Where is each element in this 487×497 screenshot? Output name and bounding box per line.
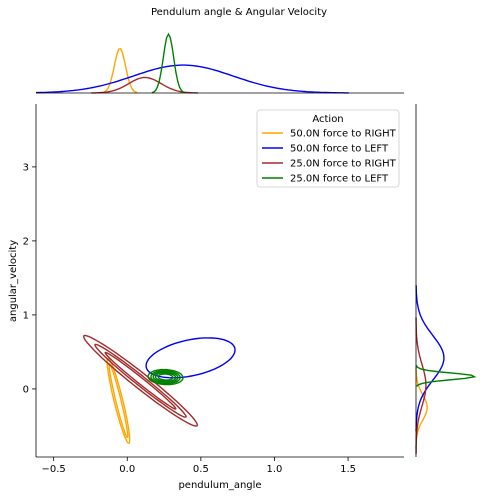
- kde-contour-line: [152, 371, 179, 383]
- legend-label: 25.0N force to RIGHT: [290, 159, 397, 170]
- y-tick-label: 0: [23, 384, 29, 395]
- y-axis-ticks: 0 1 2 3: [23, 162, 36, 395]
- x-tick-label: 1.0: [267, 464, 283, 475]
- y-axis-label: angular_velocity: [8, 240, 19, 322]
- x-marginal-curve: [36, 64, 349, 94]
- kde-contour-line: [150, 370, 181, 385]
- legend-title: Action: [312, 114, 343, 125]
- y-marginal-curve: [415, 317, 427, 454]
- x-marginal-kde: [36, 32, 349, 94]
- chart-title: Pendulum angle & Angular Velocity: [151, 7, 327, 18]
- kde-contour-line: [94, 343, 187, 418]
- y-marginal-curve: [415, 285, 445, 432]
- kde-contours: [82, 334, 236, 445]
- y-marginal-curve: [415, 365, 477, 387]
- x-marginal-curve: [151, 32, 186, 94]
- legend-entries: 50.0N force to RIGHT 50.0N force to LEFT 2…: [262, 129, 397, 185]
- legend-label: 50.0N force to RIGHT: [290, 129, 397, 140]
- x-axis-ticks: −0.5 0.0 0.5 1.0 1.5: [42, 457, 356, 475]
- x-tick-label: 1.5: [340, 464, 356, 475]
- x-tick-label: 0.0: [119, 464, 135, 475]
- x-marginal-curve: [102, 47, 138, 94]
- legend-frame: [256, 109, 400, 188]
- kde-contour-line: [157, 373, 174, 381]
- y-tick-label: 3: [23, 162, 29, 173]
- y-tick-label: 1: [23, 310, 29, 321]
- legend-label: 25.0N force to LEFT: [290, 174, 389, 185]
- kde-contour-line: [106, 357, 131, 445]
- x-axis-label: pendulum_angle: [178, 480, 261, 491]
- x-tick-label: −0.5: [42, 464, 66, 475]
- kde-contour-line: [104, 351, 177, 410]
- x-tick-label: 0.5: [193, 464, 209, 475]
- x-marginal-curve: [91, 76, 198, 94]
- kde-contour-line: [154, 372, 177, 382]
- y-tick-label: 2: [23, 236, 29, 247]
- kde-contour-line: [82, 334, 199, 427]
- y-marginal-kde: [415, 285, 477, 454]
- kde-contour-line: [147, 368, 184, 386]
- legend-label: 50.0N force to LEFT: [290, 144, 389, 155]
